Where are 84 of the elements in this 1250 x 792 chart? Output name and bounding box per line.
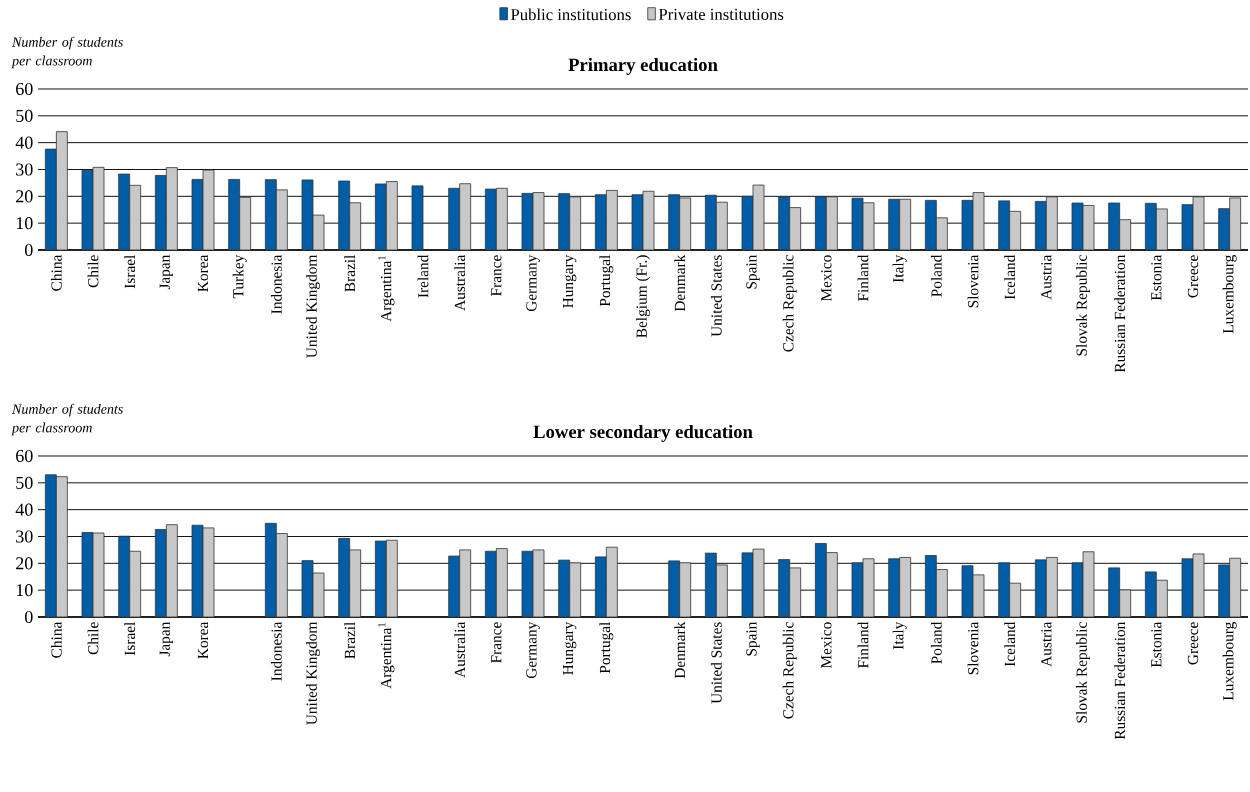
y-tick-label: 20 [16,190,33,203]
x-tick-label: Japan [159,254,173,290]
x-tick-label: Russian Federation [1114,621,1126,740]
x-tick-label: Chile [87,255,99,288]
x-tick-label: Poland [930,254,942,297]
legend-label: Private institutions [658,8,784,20]
x-tick-label: Mexico [821,622,832,669]
x-tick-label: Korea [197,254,209,292]
y-tick-label: 60 [16,82,33,96]
x-tick-label: Russian Federation [1114,254,1126,373]
y-tick-label: 0 [24,243,33,257]
x-tick-label: Austria [1041,621,1052,667]
y-tick-label: 60 [16,449,33,463]
chart-title: Lower secondary education [533,424,753,442]
x-tick-label: Italy [892,621,907,650]
x-tick-label: Italy [892,254,907,283]
y-tick-label: 10 [16,217,33,230]
x-tick-label: Israel [124,255,136,289]
x-tick-label: Czech Republic [782,255,797,352]
y-tick-label: 50 [16,109,33,122]
x-tick-label: Hungary [563,621,577,675]
y-tick-label: 50 [16,476,33,489]
y-tick-label: 20 [16,557,33,570]
legend-label: Public institutions [511,8,631,21]
x-tick-label: Denmark [674,254,686,312]
y-tick-label: 40 [15,136,33,149]
x-tick-label: Australia [454,621,466,678]
x-tick-label: Indonesia [270,621,282,681]
x-tick-label: Spain [746,621,760,656]
x-tick-label: Slovenia [967,621,979,675]
y-tick-label: 30 [16,530,33,543]
x-tick-label: Israel [124,622,136,656]
x-tick-label: Estonia [1151,254,1162,301]
x-tick-label: United Kingdom [306,254,320,358]
x-tick-label: Hungary [563,254,577,308]
chart-title: Primary education [568,57,718,75]
x-tick-label: Germany [526,254,540,312]
x-tick-label: Germany [526,621,540,679]
bar [411,185,424,251]
x-tick-label: Denmark [674,621,686,679]
x-tick-label: Luxembourg [1222,254,1237,334]
y-axis-title: Number of students per classroom [11,36,123,69]
x-tick-label: France [491,622,502,663]
x-tick-label: United States [710,622,722,704]
x-tick-label: Australia [454,254,466,311]
x-tick-label: Slovenia [967,254,979,308]
x-tick-label: Greece [1187,622,1199,665]
x-tick-label: Ireland [417,254,429,298]
x-tick-label: Portugal [599,622,614,674]
x-tick-label: Argentina$^{1}$ [378,623,395,689]
x-tick-label: United Kingdom [306,621,320,725]
x-tick-label: Finland [857,621,869,669]
x-tick-label: France [491,255,502,296]
y-tick-label: 10 [16,584,33,597]
x-tick-label: Iceland [1004,621,1016,667]
x-tick-label: Portugal [599,255,614,307]
y-tick-label: 40 [15,503,33,516]
y-tick-label: 0 [24,610,33,624]
x-tick-label: Belgium (Fr.) [636,255,650,338]
x-tick-label: Greece [1187,255,1199,298]
x-tick-label: Poland [930,621,942,664]
x-tick-label: Japan [159,621,173,657]
x-tick-label: Slovak Republic [1076,255,1090,356]
x-tick-label: Spain [746,254,760,289]
x-tick-label: Mexico [821,255,832,302]
x-tick-label: United States [710,255,722,337]
y-tick-label: 30 [16,163,33,176]
x-tick-label: Finland [857,254,869,302]
x-tick-label: Brazil [344,255,356,292]
x-tick-label: China [50,621,62,658]
x-tick-label: Iceland [1004,254,1016,300]
x-tick-label: Estonia [1151,621,1162,668]
x-tick-label: Chile [87,622,99,655]
x-tick-label: Luxembourg [1222,621,1237,701]
x-tick-label: Austria [1041,254,1052,300]
x-tick-label: China [50,254,62,291]
x-tick-label: Korea [197,621,209,659]
y-axis-title: Number of students per classroom [11,403,123,436]
x-tick-label: Indonesia [270,254,282,314]
x-tick-label: Turkey [232,254,247,299]
x-tick-label: Argentina$^{1}$ [378,256,395,322]
x-tick-label: Brazil [344,622,356,659]
x-tick-label: Czech Republic [782,622,797,719]
x-tick-label: Slovak Republic [1076,622,1090,723]
